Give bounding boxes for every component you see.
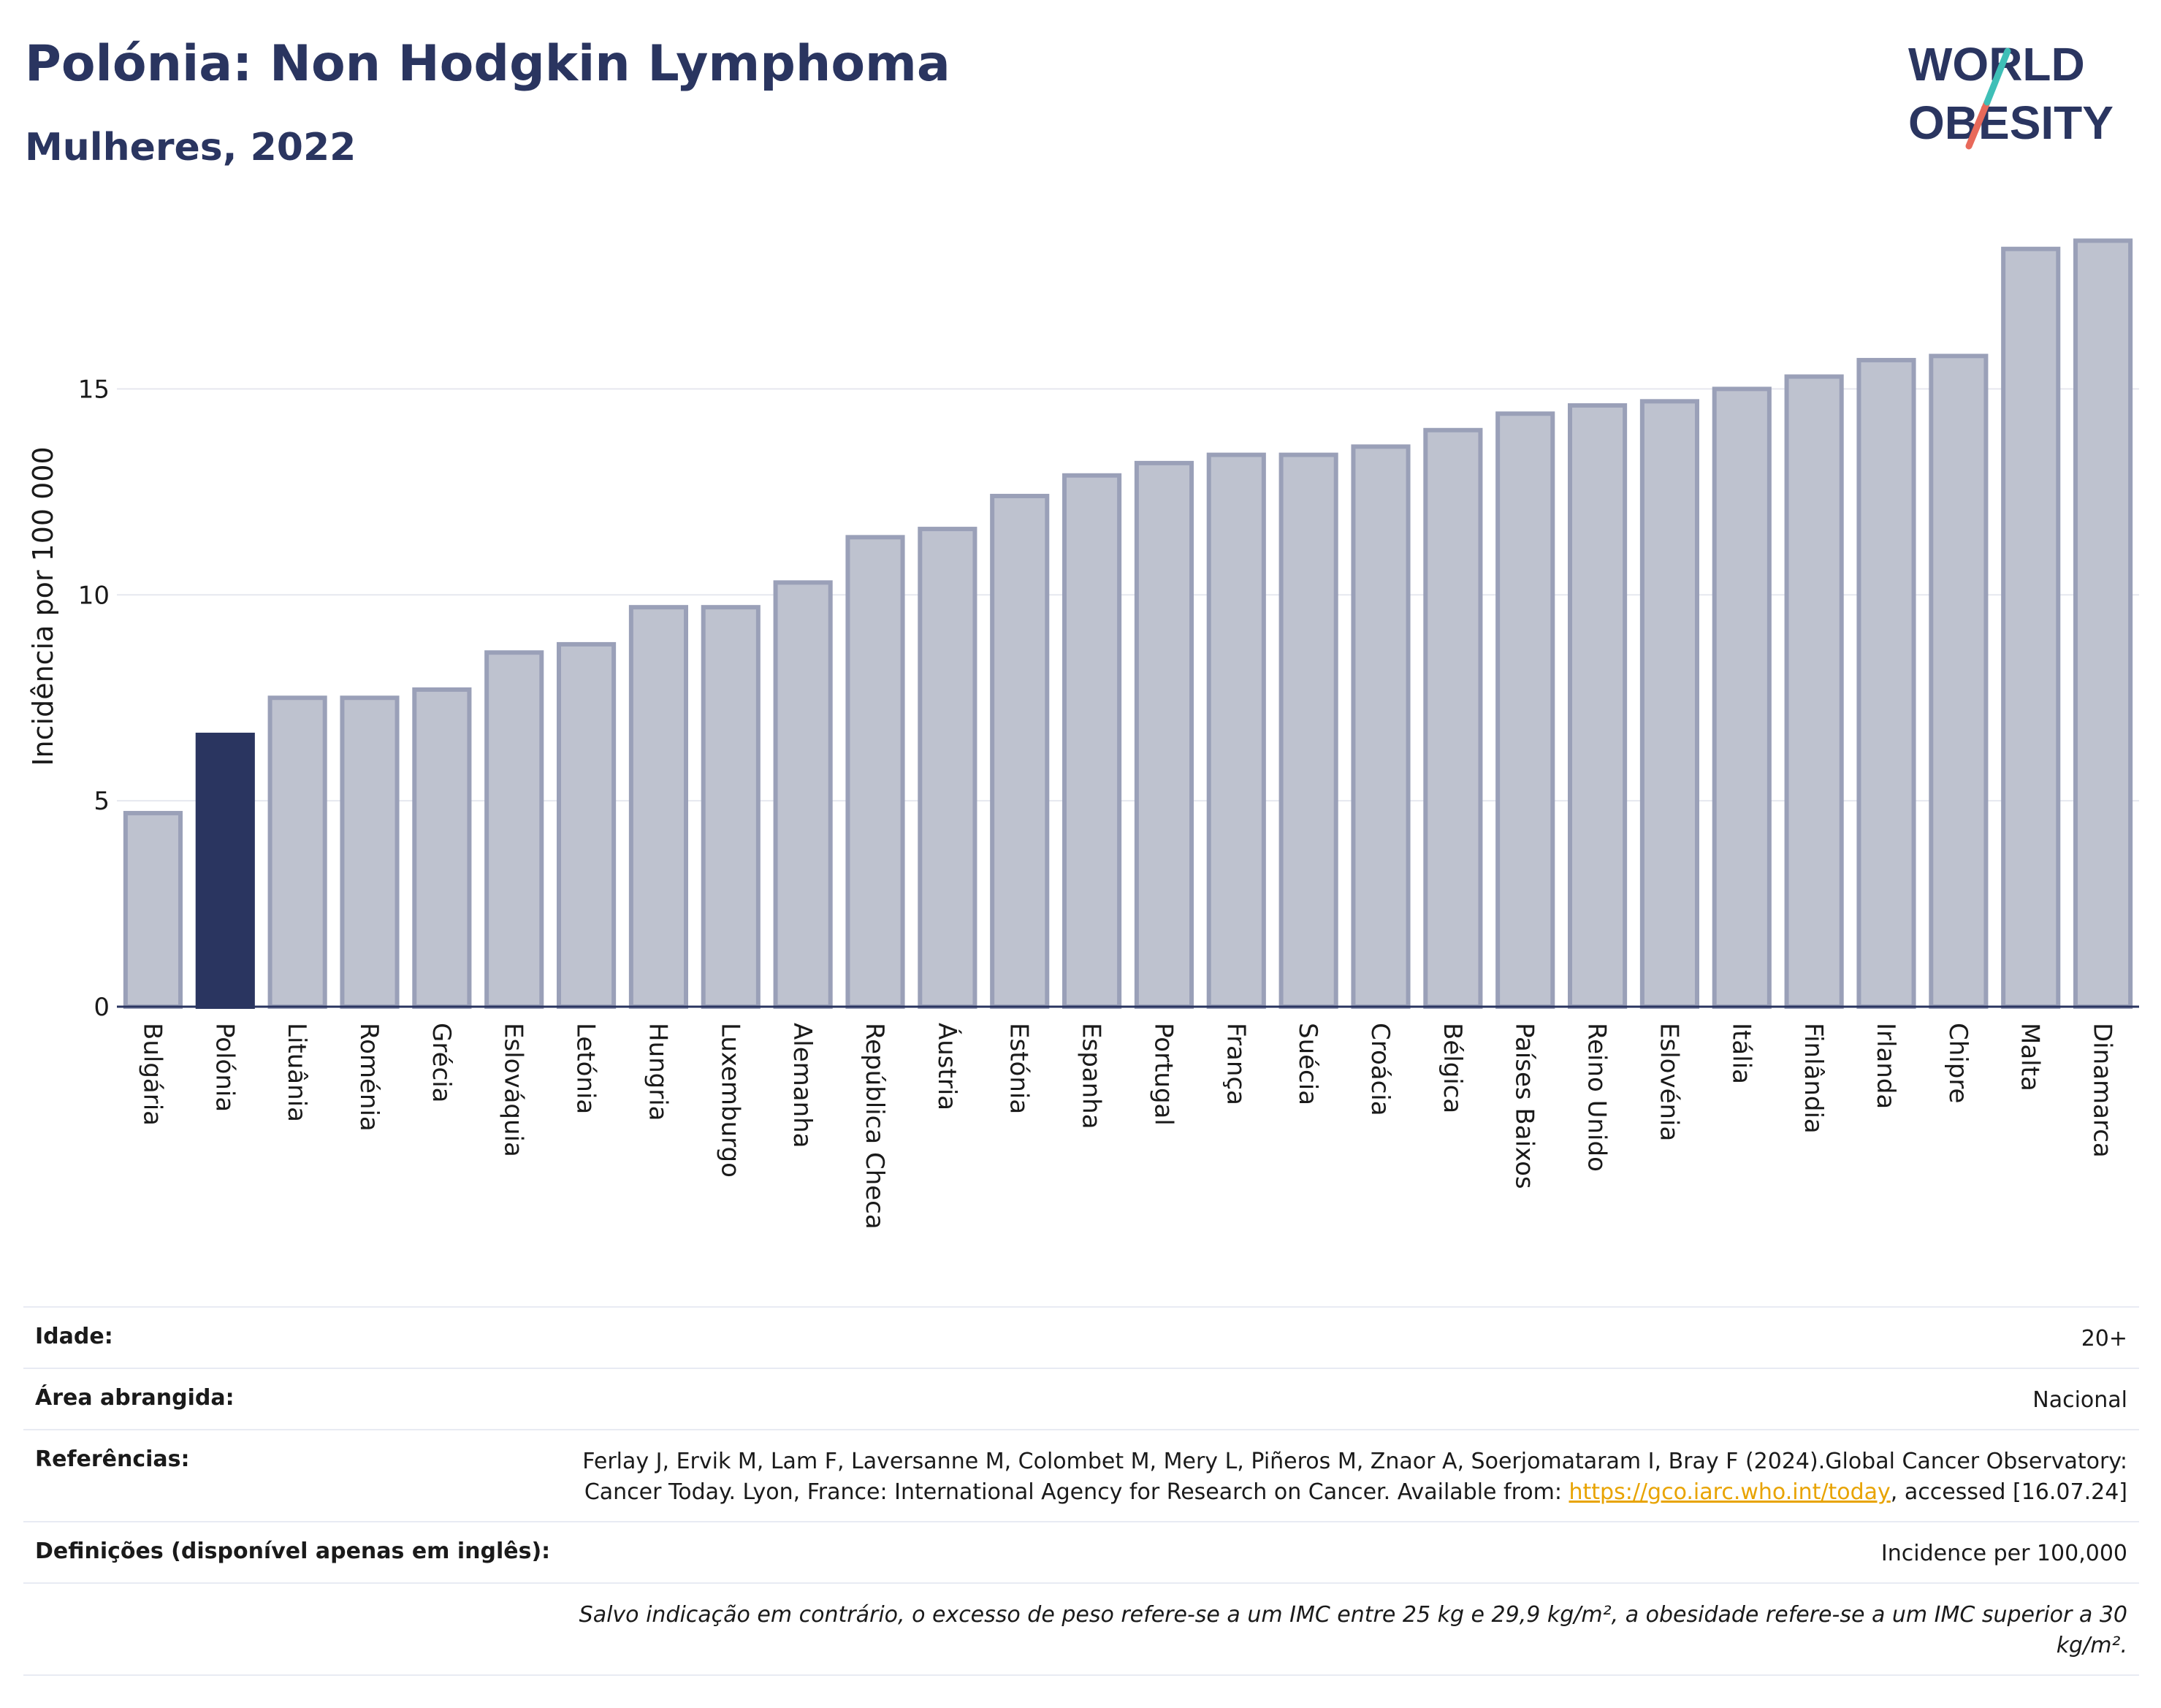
bar[interactable] [1278,452,1338,1009]
bar[interactable] [1062,473,1122,1009]
bar[interactable] [918,527,977,1009]
x-tick-label: Croácia [1365,1023,1395,1116]
bar[interactable] [1784,374,1844,1009]
bar[interactable] [1856,357,1916,1009]
y-tick-label: 5 [94,787,110,816]
x-tick-label: Estónia [1005,1023,1034,1114]
x-tick-label: Roménia [354,1023,384,1132]
y-axis-label: Incidência por 100 000 [27,446,59,766]
bar[interactable] [1568,403,1628,1009]
bar[interactable] [701,605,761,1009]
references-value: Ferlay J, Ervik M, Lam F, Laversanne M, … [520,1446,2127,1508]
x-tick-label: Grécia [427,1023,456,1102]
x-tick-label: Espanha [1077,1023,1106,1129]
x-tick-label: Eslovénia [1654,1023,1683,1141]
bar[interactable] [195,732,255,1009]
bar[interactable] [2073,238,2133,1009]
meta-row-definitions: Definições (disponível apenas em inglês)… [23,1521,2139,1582]
page-subtitle: Mulheres, 2022 [25,126,357,169]
references-accessed: , accessed [16.07.24] [1890,1479,2127,1505]
age-label: Idade: [35,1324,113,1349]
bar[interactable] [1495,411,1555,1009]
bar[interactable] [267,695,327,1009]
bar[interactable] [1929,354,1989,1009]
x-tick-label: Áustria [932,1023,962,1110]
x-tick-label: Chipre [1943,1023,1973,1103]
area-value: Nacional [2032,1387,2127,1413]
x-tick-label: Lituânia [282,1023,311,1122]
axes: 0 5 10 15 Bulgária Polónia Lituânia Roménia Gréc… [78,375,2139,1229]
bar[interactable] [412,687,472,1010]
bar[interactable] [845,535,905,1009]
bar[interactable] [340,695,400,1009]
logo-slash-teal [1983,47,2011,106]
x-tick-label: Portugal [1148,1023,1178,1126]
x-tick-label: Polónia [210,1023,239,1112]
bar[interactable] [1134,460,1194,1009]
meta-row-note: Salvo indicação em contrário, o excesso … [23,1582,2139,1676]
x-tick-label: Letónia [571,1023,601,1114]
references-text: Ferlay J, Ervik M, Lam F, Laversanne M, … [582,1449,2127,1505]
bar-chart: 0 5 10 15 Bulgária Polónia Lituânia Roménia Gréc… [27,238,2139,1229]
x-tick-label: Reino Unido [1582,1023,1612,1172]
world-obesity-logo: WORLD OBESITY [1908,38,2114,150]
x-tick-label: Malta [2016,1023,2045,1091]
references-link[interactable]: https://gco.iarc.who.int/today [1569,1479,1891,1505]
bar[interactable] [773,580,833,1009]
bar[interactable] [123,811,183,1009]
footnote: Salvo indicação em contrário, o excesso … [579,1602,2127,1658]
definitions-value: Incidence per 100,000 [1880,1541,2127,1566]
x-tick-label: República Checa [860,1023,889,1229]
x-tick-label: Suécia [1293,1023,1322,1105]
meta-row-age: Idade: 20+ [23,1306,2139,1368]
x-tick-label: Alemanha [788,1023,817,1148]
bar[interactable] [1206,452,1266,1009]
meta-row-area: Área abrangida: Nacional [23,1368,2139,1429]
bar[interactable] [484,650,544,1009]
x-tick-label: Itália [1726,1023,1756,1084]
bar[interactable] [1712,386,1772,1009]
x-tick-label: França [1221,1023,1250,1105]
x-tick-label: Dinamarca [2088,1023,2117,1158]
page-title: Polónia: Non Hodgkin Lymphoma [25,35,950,93]
y-tick-label: 0 [94,993,110,1022]
definitions-label: Definições (disponível apenas em inglês)… [35,1539,551,1564]
x-tick-label: Finlândia [1799,1023,1828,1134]
references-label: Referências: [35,1446,190,1472]
x-tick-label: Bulgária [137,1023,167,1126]
y-tick-label: 15 [78,375,110,404]
x-tick-label: Luxemburgo [715,1023,744,1178]
x-tick-label: Países Baixos [1510,1023,1539,1189]
x-tick-label: Irlanda [1871,1023,1900,1109]
bar[interactable] [2001,246,2061,1010]
bar[interactable] [1639,399,1699,1009]
bar[interactable] [628,605,688,1009]
bars [123,238,2133,1010]
bar[interactable] [990,493,1050,1009]
bar[interactable] [1423,427,1483,1009]
x-tick-label: Bélgica [1438,1023,1467,1113]
logo-line2: OBESITY [1908,96,2114,149]
age-value: 20+ [2081,1326,2127,1351]
meta-row-references: Referências: Ferlay J, Ervik M, Lam F, L… [23,1429,2139,1521]
x-tick-label: Hungria [643,1023,672,1121]
y-tick-label: 10 [78,581,110,610]
x-tick-label: Eslováquia [499,1023,528,1157]
bar[interactable] [557,641,617,1010]
logo-slash-red [1965,99,1991,150]
area-label: Área abrangida: [35,1385,235,1411]
metadata-table: Idade: 20+ Área abrangida: Nacional Refe… [23,1306,2139,1676]
bar[interactable] [1351,444,1411,1009]
